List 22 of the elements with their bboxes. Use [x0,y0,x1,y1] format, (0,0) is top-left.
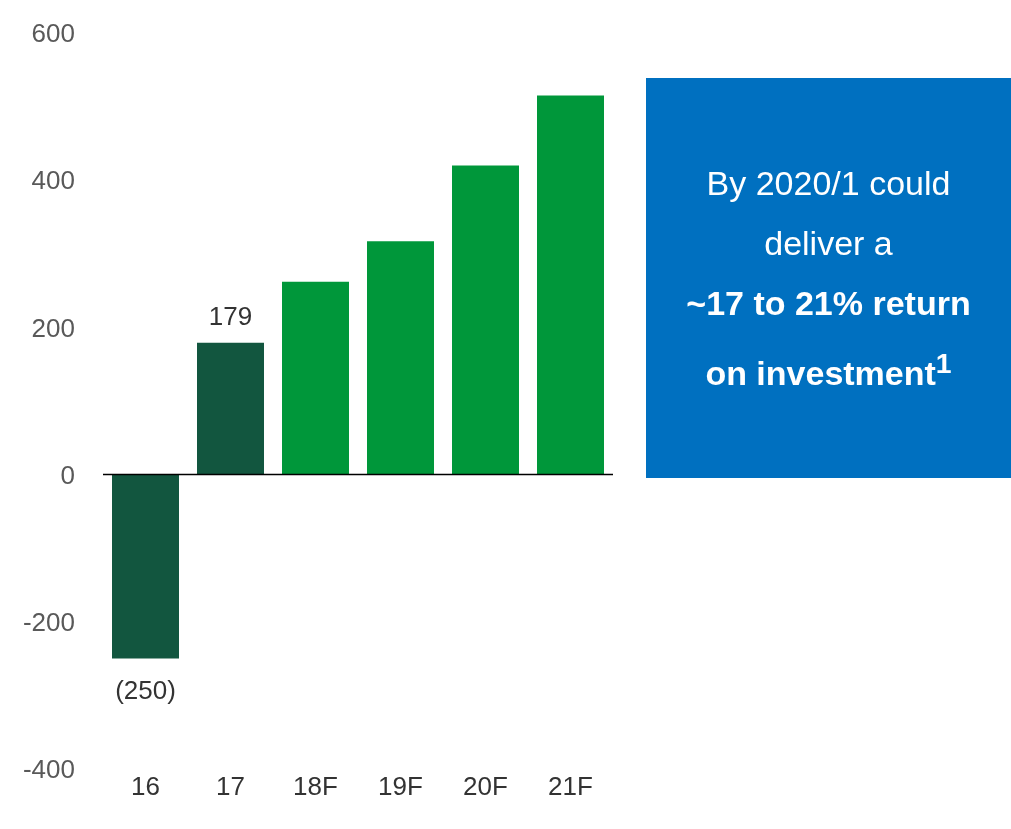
data-label: 179 [208,300,253,331]
x-tick-label: 17 [216,771,245,802]
data-label: (250) [115,674,176,705]
bar [537,95,604,475]
y-tick-label: 600 [31,18,75,49]
y-tick-label: 200 [31,312,75,343]
bar [197,342,264,475]
text: ~17 to 21% return on investment$^{1}$ [685,282,972,395]
x-tick-label: 18F [293,771,338,802]
y-tick-label: -400 [22,754,75,785]
y-tick-label: 0 [60,459,75,490]
bar [367,241,434,475]
bar [112,474,179,659]
y-tick-label: 400 [31,165,75,196]
bar [452,165,519,475]
x-tick-label: 16 [131,771,160,802]
y-tick-label: -200 [22,607,75,638]
text: By 2020/1 could deliver a [705,162,952,264]
x-tick-label: 19F [378,771,423,802]
bar [282,281,349,475]
x-tick-label: 20F [463,771,508,802]
x-tick-label: 21F [548,771,593,802]
